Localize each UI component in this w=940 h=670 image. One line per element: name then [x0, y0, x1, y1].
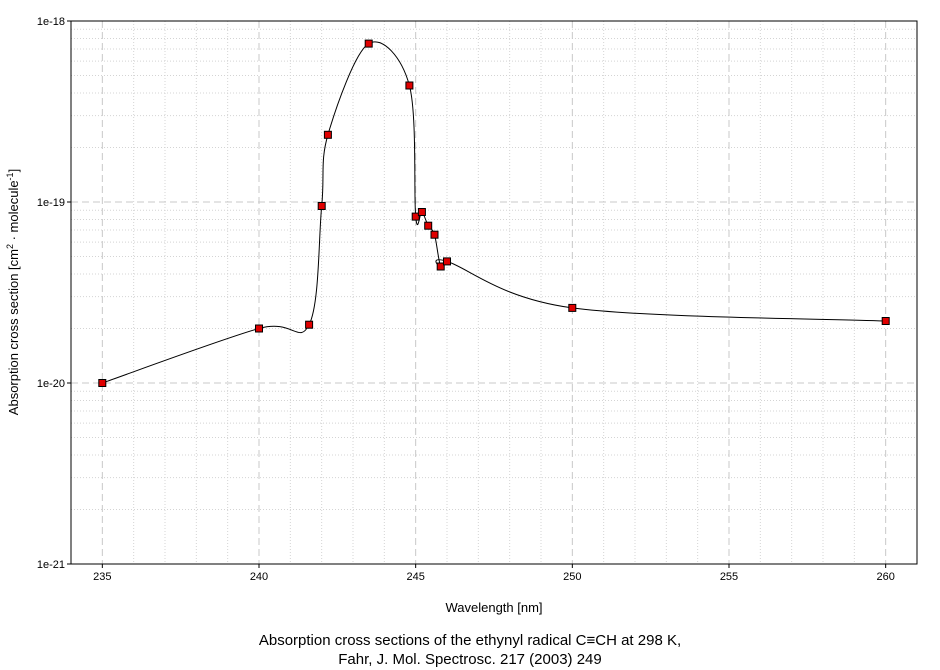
- data-point: [881, 317, 890, 325]
- x-axis-title: Wavelength [nm]: [445, 600, 542, 615]
- caption-line-2: Fahr, J. Mol. Spectrosc. 217 (2003) 249: [338, 651, 602, 668]
- x-tick-label: 255: [720, 571, 738, 583]
- plot-frame: [70, 20, 918, 565]
- y-tick-label: 1e-21: [37, 559, 65, 571]
- data-point: [405, 81, 414, 90]
- data-point: [317, 202, 326, 210]
- data-point: [417, 208, 426, 216]
- y-axis-title-mid: · molecule: [6, 180, 21, 244]
- data-point: [436, 262, 445, 271]
- y-axis-title-pre: Absorption cross section [cm: [6, 249, 21, 415]
- data-point: [98, 379, 107, 387]
- data-point: [305, 320, 314, 329]
- axis-ticks: 235 240 245 250 255 260 1e-21 1e-20 1e-19 1e-18: [37, 16, 895, 583]
- grid: [70, 20, 918, 565]
- y-tick-label: 1e-20: [37, 378, 65, 390]
- x-tick-label: 240: [250, 571, 268, 583]
- y-tick-label: 1e-19: [37, 197, 65, 209]
- data-point: [430, 230, 439, 239]
- y-tick-label: 1e-18: [37, 16, 65, 28]
- data-point: [323, 130, 332, 139]
- y-axis-title-post: ]: [6, 169, 21, 173]
- x-tick-label: 250: [563, 571, 581, 583]
- data-point: [443, 257, 451, 266]
- caption-line-1: Absorption cross sections of the ethynyl…: [258, 632, 682, 649]
- y-axis-title-sup1: 2: [5, 244, 15, 249]
- data-point: [364, 39, 373, 48]
- series-curve: [102, 41, 886, 384]
- data-point: [411, 212, 420, 221]
- series-markers: [98, 39, 890, 387]
- x-tick-label: 245: [406, 571, 424, 583]
- x-tick-label: 260: [876, 571, 894, 583]
- y-axis-title: Absorption cross section [cm2 · molecule…: [5, 169, 21, 415]
- x-tick-label: 235: [93, 571, 111, 583]
- data-point: [568, 303, 577, 312]
- data-point: [255, 324, 263, 333]
- data-point: [424, 221, 433, 230]
- y-axis-title-sup2: -1: [5, 172, 15, 180]
